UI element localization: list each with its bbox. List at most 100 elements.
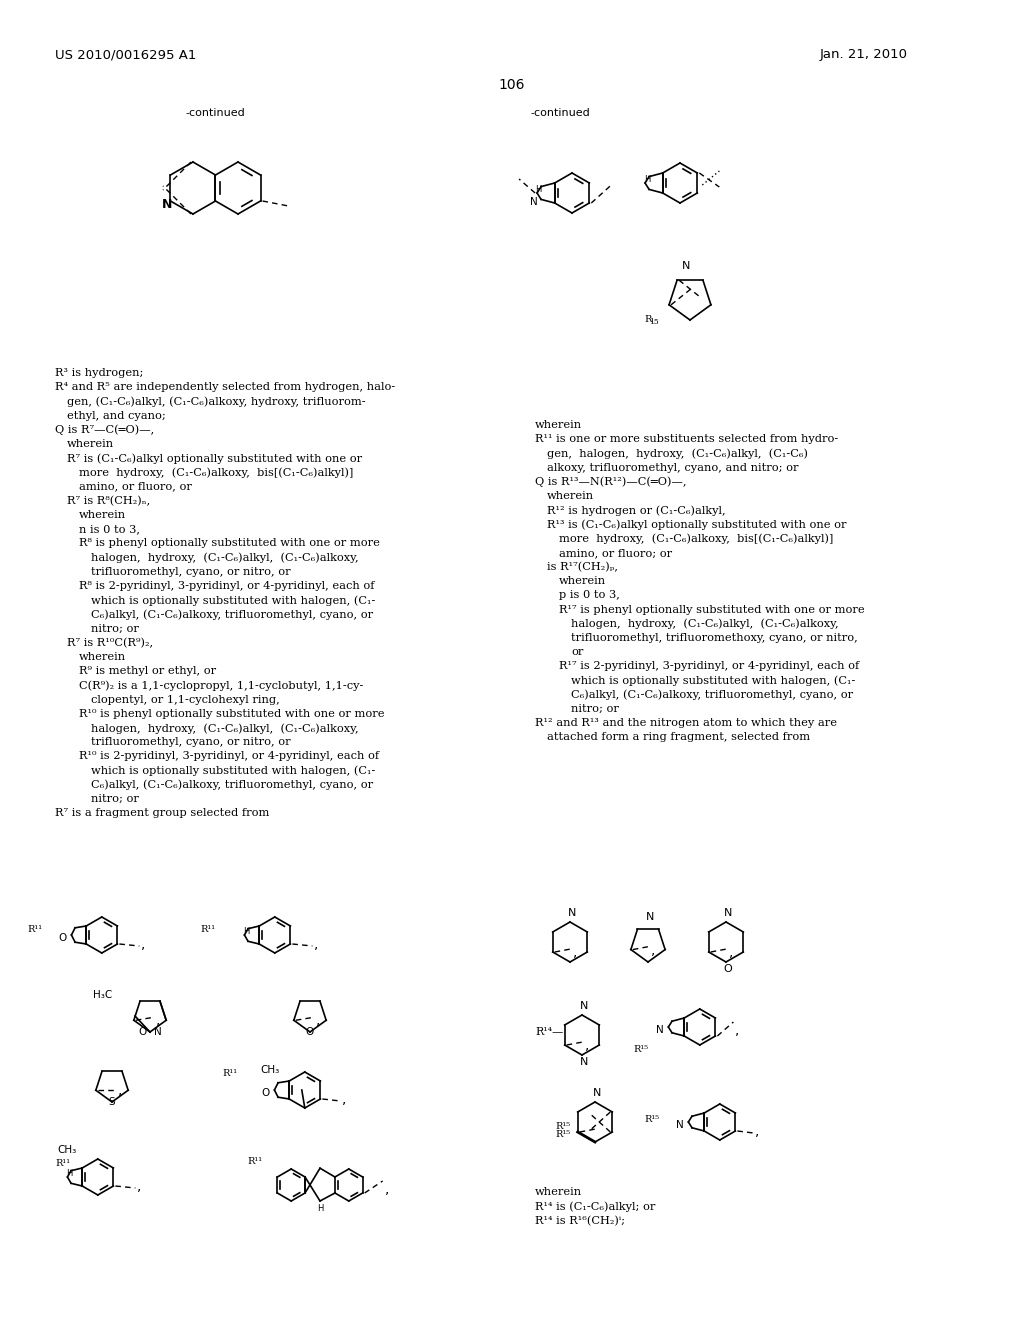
Text: R¹¹: R¹¹: [28, 924, 43, 933]
Text: wherein: wherein: [547, 491, 594, 502]
Text: R¹¹ is one or more substituents selected from hydro-: R¹¹ is one or more substituents selected…: [535, 434, 839, 445]
Text: nitro; or: nitro; or: [91, 795, 139, 804]
Text: R¹⁴—: R¹⁴—: [535, 1027, 563, 1038]
Text: more  hydroxy,  (C₁-C₆)alkoxy,  bis[(C₁-C₆)alkyl)]: more hydroxy, (C₁-C₆)alkoxy, bis[(C₁-C₆)…: [559, 533, 834, 544]
Text: alkoxy, trifluoromethyl, cyano, and nitro; or: alkoxy, trifluoromethyl, cyano, and nitr…: [547, 462, 799, 473]
Text: R¹⁷ is phenyl optionally substituted with one or more: R¹⁷ is phenyl optionally substituted wit…: [559, 605, 864, 615]
Text: R¹⁵: R¹⁵: [555, 1130, 570, 1139]
Text: is R¹⁷(CH₂)ₚ,: is R¹⁷(CH₂)ₚ,: [547, 562, 618, 573]
Text: N: N: [530, 198, 538, 207]
Text: R¹¹: R¹¹: [222, 1069, 238, 1078]
Text: N: N: [593, 1088, 601, 1098]
Text: R¹⁰ is 2-pyridinyl, 3-pyridinyl, or 4-pyridinyl, each of: R¹⁰ is 2-pyridinyl, 3-pyridinyl, or 4-py…: [79, 751, 379, 762]
Text: Q is R⁷—C(═O)—,: Q is R⁷—C(═O)—,: [55, 425, 155, 436]
Text: O: O: [306, 1027, 314, 1038]
Text: N: N: [682, 261, 690, 271]
Text: halogen,  hydroxy,  (C₁-C₆)alkyl,  (C₁-C₆)alkoxy,: halogen, hydroxy, (C₁-C₆)alkyl, (C₁-C₆)a…: [91, 723, 358, 734]
Text: H: H: [316, 1204, 324, 1213]
Text: N: N: [162, 198, 173, 211]
Text: R¹⁵: R¹⁵: [555, 1122, 570, 1131]
Text: ,: ,: [735, 1023, 739, 1038]
Text: R³ is hydrogen;: R³ is hydrogen;: [55, 368, 143, 378]
Text: ,: ,: [729, 945, 733, 960]
Text: wherein: wherein: [67, 440, 114, 449]
Text: R⁹ is methyl or ethyl, or: R⁹ is methyl or ethyl, or: [79, 667, 216, 676]
Text: gen, (C₁-C₆)alkyl, (C₁-C₆)alkoxy, hydroxy, trifluorom-: gen, (C₁-C₆)alkyl, (C₁-C₆)alkoxy, hydrox…: [67, 396, 366, 407]
Text: wherein: wherein: [79, 652, 126, 663]
Text: R¹⁷ is 2-pyridinyl, 3-pyridinyl, or 4-pyridinyl, each of: R¹⁷ is 2-pyridinyl, 3-pyridinyl, or 4-py…: [559, 661, 859, 672]
Text: O: O: [138, 1027, 146, 1038]
Text: US 2010/0016295 A1: US 2010/0016295 A1: [55, 48, 197, 61]
Text: N: N: [568, 908, 577, 917]
Text: ,: ,: [141, 937, 145, 950]
Text: more  hydroxy,  (C₁-C₆)alkoxy,  bis[(C₁-C₆)alkyl)]: more hydroxy, (C₁-C₆)alkoxy, bis[(C₁-C₆)…: [79, 467, 353, 478]
Text: R¹¹: R¹¹: [55, 1159, 70, 1168]
Text: ,: ,: [342, 1092, 347, 1106]
Text: H: H: [66, 1168, 73, 1177]
Text: R¹⁴ is (C₁-C₆)alkyl; or: R¹⁴ is (C₁-C₆)alkyl; or: [535, 1201, 655, 1212]
Text: wherein: wherein: [79, 510, 126, 520]
Text: nitro; or: nitro; or: [571, 704, 618, 714]
Text: or: or: [571, 647, 584, 657]
Text: ,: ,: [156, 1014, 160, 1027]
Text: H: H: [243, 927, 249, 936]
Text: N: N: [154, 1027, 162, 1038]
Text: R⁸ is 2-pyridinyl, 3-pyridinyl, or 4-pyridinyl, each of: R⁸ is 2-pyridinyl, 3-pyridinyl, or 4-pyr…: [79, 581, 375, 591]
Text: C₆)alkyl, (C₁-C₆)alkoxy, trifluoromethyl, cyano, or: C₆)alkyl, (C₁-C₆)alkoxy, trifluoromethyl…: [571, 690, 853, 701]
Text: halogen,  hydroxy,  (C₁-C₆)alkyl,  (C₁-C₆)alkoxy,: halogen, hydroxy, (C₁-C₆)alkyl, (C₁-C₆)a…: [91, 553, 358, 564]
Text: trifluoromethyl, trifluoromethoxy, cyano, or nitro,: trifluoromethyl, trifluoromethoxy, cyano…: [571, 634, 858, 643]
Text: R¹⁵: R¹⁵: [633, 1045, 648, 1053]
Text: gen,  halogen,  hydroxy,  (C₁-C₆)alkyl,  (C₁-C₆): gen, halogen, hydroxy, (C₁-C₆)alkyl, (C₁…: [547, 449, 808, 459]
Text: R¹³ is (C₁-C₆)alkyl optionally substituted with one or: R¹³ is (C₁-C₆)alkyl optionally substitut…: [547, 519, 847, 529]
Text: -continued: -continued: [530, 108, 590, 117]
Text: CH₃: CH₃: [57, 1144, 77, 1155]
Text: ,: ,: [585, 1038, 589, 1052]
Text: which is optionally substituted with halogen, (C₁-: which is optionally substituted with hal…: [91, 766, 376, 776]
Text: H: H: [535, 185, 542, 194]
Text: ,: ,: [572, 945, 578, 960]
Text: R¹⁵: R¹⁵: [644, 1115, 659, 1125]
Text: halogen,  hydroxy,  (C₁-C₆)alkyl,  (C₁-C₆)alkoxy,: halogen, hydroxy, (C₁-C₆)alkyl, (C₁-C₆)a…: [571, 619, 839, 630]
Text: N: N: [580, 1001, 588, 1011]
Text: R⁸ is phenyl optionally substituted with one or more: R⁸ is phenyl optionally substituted with…: [79, 539, 380, 548]
Text: C₆)alkyl, (C₁-C₆)alkoxy, trifluoromethyl, cyano, or: C₆)alkyl, (C₁-C₆)alkoxy, trifluoromethyl…: [91, 780, 373, 791]
Text: H: H: [644, 174, 650, 183]
Text: ethyl, and cyano;: ethyl, and cyano;: [67, 411, 166, 421]
Text: R¹² is hydrogen or (C₁-C₆)alkyl,: R¹² is hydrogen or (C₁-C₆)alkyl,: [547, 506, 726, 516]
Text: R⁷ is (C₁-C₆)alkyl optionally substituted with one or: R⁷ is (C₁-C₆)alkyl optionally substitute…: [67, 453, 362, 463]
Text: clopentyl, or 1,1-cyclohexyl ring,: clopentyl, or 1,1-cyclohexyl ring,: [91, 694, 280, 705]
Text: ,: ,: [315, 1014, 321, 1027]
Text: O: O: [58, 933, 67, 942]
Text: C₆)alkyl, (C₁-C₆)alkoxy, trifluoromethyl, cyano, or: C₆)alkyl, (C₁-C₆)alkoxy, trifluoromethyl…: [91, 610, 373, 620]
Text: N: N: [724, 908, 732, 917]
Text: H₃C: H₃C: [93, 990, 113, 1001]
Text: -continued: -continued: [185, 108, 245, 117]
Text: R¹¹: R¹¹: [247, 1158, 262, 1166]
Text: ,: ,: [756, 1125, 760, 1138]
Text: O: O: [724, 964, 732, 974]
Text: wherein: wherein: [535, 1187, 582, 1197]
Text: which is optionally substituted with halogen, (C₁-: which is optionally substituted with hal…: [571, 676, 855, 686]
Text: wherein: wherein: [535, 420, 582, 430]
Text: nitro; or: nitro; or: [91, 623, 139, 634]
Text: trifluoromethyl, cyano, or nitro, or: trifluoromethyl, cyano, or nitro, or: [91, 566, 291, 577]
Text: p is 0 to 3,: p is 0 to 3,: [559, 590, 620, 601]
Text: N: N: [676, 1119, 683, 1130]
Text: R¹⁴ is R¹⁶(CH₂)ⁱ;: R¹⁴ is R¹⁶(CH₂)ⁱ;: [535, 1216, 625, 1226]
Text: amino, or fluoro; or: amino, or fluoro; or: [559, 548, 672, 558]
Text: Jan. 21, 2010: Jan. 21, 2010: [820, 48, 908, 61]
Text: R⁷ is a fragment group selected from: R⁷ is a fragment group selected from: [55, 808, 269, 818]
Text: ,: ,: [137, 1179, 141, 1193]
Text: CH₃: CH₃: [260, 1065, 280, 1074]
Text: ,: ,: [118, 1084, 122, 1097]
Text: C(R⁹)₂ is a 1,1-cyclopropyl, 1,1-cyclobutyl, 1,1-cy-: C(R⁹)₂ is a 1,1-cyclopropyl, 1,1-cyclobu…: [79, 680, 364, 690]
Text: ,: ,: [385, 1181, 389, 1196]
Text: S: S: [109, 1097, 116, 1107]
Text: R¹¹: R¹¹: [201, 924, 216, 933]
Text: attached form a ring fragment, selected from: attached form a ring fragment, selected …: [547, 733, 810, 742]
Text: ,: ,: [651, 942, 655, 957]
Text: R⁷ is R⁸(CH₂)ₙ,: R⁷ is R⁸(CH₂)ₙ,: [67, 496, 151, 506]
Text: N: N: [646, 912, 654, 921]
Text: 15: 15: [649, 318, 658, 326]
Text: ,: ,: [314, 937, 318, 950]
